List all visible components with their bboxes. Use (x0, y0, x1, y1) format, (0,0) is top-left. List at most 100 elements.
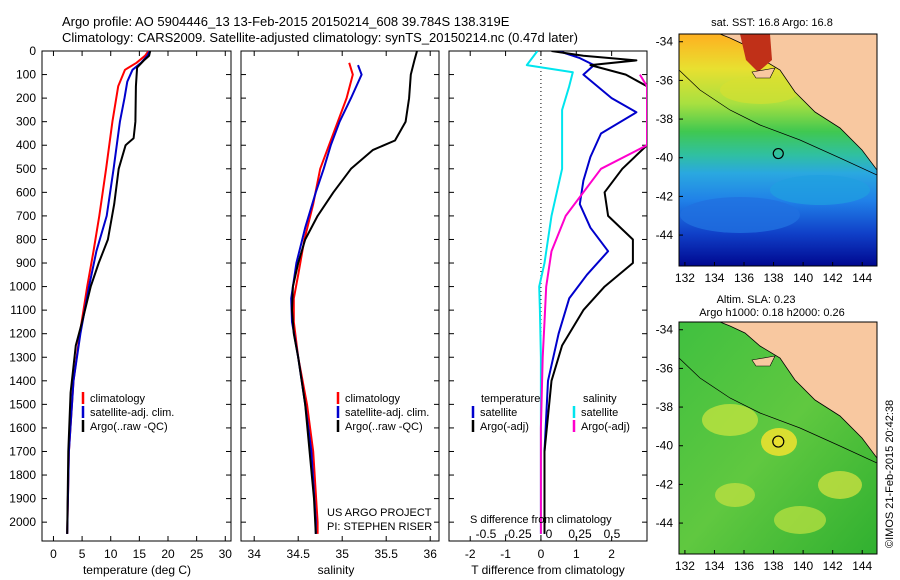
y-tick-label: 1200 (9, 327, 36, 341)
y-tick-label: 1900 (9, 492, 36, 506)
map-x-tick-label: 136 (734, 271, 754, 285)
map-x-tick-label: 132 (675, 271, 695, 285)
legend-label-s-argo: Argo(-adj) (581, 421, 630, 433)
legend-label-argo: Argo(..raw -QC) (90, 421, 168, 433)
x-tick-label: 5 (79, 547, 86, 561)
series-line-climatology (292, 62, 354, 534)
map-y-tick-label: -40 (656, 151, 674, 165)
sst-map-title: sat. SST: 16.8 Argo: 16.8 (711, 17, 833, 29)
map-y-tick-label: -42 (656, 477, 674, 491)
s-diff-xlabel: S difference from climatology (470, 514, 612, 526)
map-y-tick-label: -40 (656, 439, 674, 453)
x-tick-label: 34.5 (287, 547, 311, 561)
temperature-xlabel: temperature (deg C) (83, 563, 191, 577)
map-x-tick-label: 132 (675, 559, 695, 573)
y-tick-label: 700 (16, 209, 36, 223)
map-y-tick-label: -34 (656, 323, 674, 337)
map-x-tick-label: 140 (793, 271, 813, 285)
sla-map-ticks: 132 134 136 138 140 142 144 -34 -36 -38 -40 -42 -44 (656, 323, 873, 573)
y-tick-label: 1800 (9, 468, 36, 482)
legend-label-climatology: climatology (345, 393, 401, 405)
map-y-tick-label: -36 (656, 361, 674, 375)
imos-stamp: ©IMOS 21-Feb-2015 20:42:38 (884, 400, 896, 548)
y-tick-label: 300 (16, 115, 36, 129)
x-tick-label: 1 (573, 547, 580, 561)
shelf-contour (679, 357, 877, 464)
project-annotation: US ARGO PROJECT (327, 507, 432, 519)
x-tick-label: 30 (219, 547, 233, 561)
map-y-tick-label: -44 (656, 516, 674, 530)
x2-tick-label: -0.5 (476, 527, 497, 541)
y-tick-label: 500 (16, 162, 36, 176)
kangaroo-island (751, 355, 776, 367)
sst-eddy (680, 197, 800, 233)
x-tick-label: 35 (336, 547, 350, 561)
y-tick-label: 900 (16, 256, 36, 270)
y-tick-label: 200 (16, 91, 36, 105)
temperature-legend: climatology satellite-adj. clim. Argo(..… (81, 392, 174, 433)
plot-frame (41, 50, 232, 542)
sla-anomaly (702, 404, 758, 436)
series-line-argo (543, 51, 647, 534)
sla-map: Altim. SLA: 0.23 Argo h1000: 0.18 h2000:… (656, 294, 878, 573)
x-tick-label: 36 (424, 547, 438, 561)
temperature-panel: 0100200300400500600700800900100011001200… (9, 44, 232, 561)
difference-panel: -2 -1 0 1 2 -0.5 -0.25 0 0.25 0.5 (448, 50, 648, 561)
x2-tick-label: 0.5 (604, 527, 621, 541)
map-x-tick-label: 142 (823, 271, 843, 285)
map-x-tick-label: 144 (852, 559, 872, 573)
warm-gulf (740, 34, 772, 72)
australia-land (719, 322, 877, 459)
salinity-legend: climatology satellite-adj. clim. Argo(..… (327, 392, 432, 533)
x2-tick-label: 0.25 (568, 527, 592, 541)
legend-header-temperature: temperature (481, 393, 540, 405)
x-tick-label: 20 (161, 547, 175, 561)
legend-label-argo: Argo(..raw -QC) (345, 421, 423, 433)
map-x-tick-label: 138 (764, 271, 784, 285)
x-tick-label: 15 (133, 547, 147, 561)
x-tick-label: 0 (538, 547, 545, 561)
map-y-tick-label: -44 (656, 228, 674, 242)
series-line-argo (66, 51, 152, 534)
sst-warm-patch (720, 76, 800, 104)
difference-legend: temperature salinity satellite Argo(-adj… (470, 393, 630, 526)
legend-label-s-satellite: satellite (581, 407, 618, 419)
header-line-1: Argo profile: AO 5904446_13 13-Feb-2015 … (62, 14, 510, 29)
header-line-2: Climatology: CARS2009. Satellite-adjuste… (62, 30, 578, 45)
argo-position-marker (772, 435, 785, 448)
map-y-tick-label: -38 (656, 400, 674, 414)
legend-label-t-argo: Argo(-adj) (480, 421, 529, 433)
sla-map-title-1: Altim. SLA: 0.23 (717, 294, 796, 306)
map-y-tick-label: -38 (656, 112, 674, 126)
x-tick-label: 35.5 (375, 547, 399, 561)
x-tick-label: 2 (608, 547, 615, 561)
y-tick-label: 0 (29, 44, 36, 58)
sst-map-frame (678, 33, 878, 267)
sla-map-title-2: Argo h1000: 0.18 h2000: 0.26 (699, 307, 845, 319)
sst-map-ticks: 132 134 136 138 140 142 144 -34 -36 -38 -40 -42 -44 (656, 35, 873, 285)
sla-anomaly (774, 506, 826, 534)
map-x-tick-label: 144 (852, 271, 872, 285)
y-tick-label: 800 (16, 232, 36, 246)
map-y-tick-label: -34 (656, 35, 674, 49)
sla-map-frame (678, 321, 878, 555)
difference-xlabel: T difference from climatology (471, 563, 625, 577)
map-x-tick-label: 142 (823, 559, 843, 573)
x2-tick-label: -0.25 (504, 527, 532, 541)
series-line-argo_s (539, 74, 647, 534)
y-tick-label: 1500 (9, 397, 36, 411)
shelf-contour (679, 69, 877, 176)
y-tick-label: 1000 (9, 280, 36, 294)
legend-header-salinity: salinity (583, 393, 617, 405)
sla-anomaly (818, 471, 862, 499)
salinity-xlabel: salinity (318, 563, 355, 577)
x-tick-label: 0 (50, 547, 57, 561)
y-tick-label: 1100 (10, 303, 36, 317)
sst-eddy (770, 175, 870, 205)
series-line-sat_s (525, 51, 574, 534)
sst-map: sat. SST: 16.8 Argo: 16.8 (656, 17, 878, 285)
x2-tick-label: 0 (546, 527, 553, 541)
y-tick-label: 1300 (9, 350, 36, 364)
y-tick-label: 600 (16, 185, 36, 199)
